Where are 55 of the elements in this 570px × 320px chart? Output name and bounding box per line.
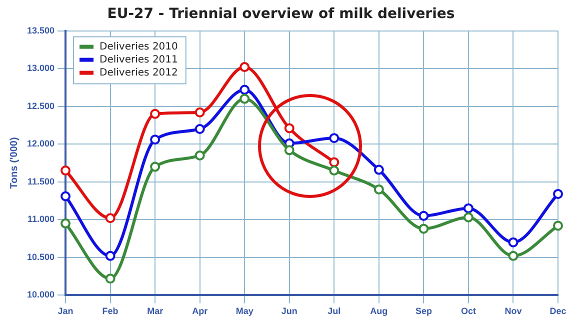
point [240,94,250,104]
y-tick-label: 13.000 [26,63,55,74]
x-tick-label: Jun [281,306,298,316]
point [150,108,160,119]
point [194,124,205,134]
point [60,218,71,228]
point [284,145,294,156]
point [553,220,563,231]
point [418,224,429,234]
point [194,107,205,118]
point [374,184,384,194]
point [150,134,160,145]
point [60,191,71,202]
point [553,188,563,199]
legend-label: Deliveries 2011 [100,54,178,66]
point [463,203,474,214]
x-tick-label: Oct [460,306,476,316]
point [329,157,340,168]
x-tick-label: Dec [550,306,566,316]
point [508,237,518,248]
point [329,166,340,176]
x-tick-label: Feb [102,306,119,316]
point [463,212,474,222]
y-tick-label: 12.500 [26,100,55,111]
point [194,150,205,160]
y-tick-label: 11.500 [27,176,55,186]
point [105,274,116,284]
x-tick-label: Nov [504,306,522,316]
point [105,213,116,224]
y-axis-title: Tons ('000) [8,137,20,189]
x-tick-label: Jul [328,306,341,316]
y-tick-label: 12.000 [26,138,55,149]
point [329,133,340,144]
x-tick-label: Mar [147,306,164,316]
point [105,250,116,261]
x-tick-label: Aug [370,306,388,316]
point [508,250,518,261]
y-tick-label: 10.000 [26,290,55,300]
point [240,84,250,95]
point [60,166,71,176]
x-tick-label: May [236,306,254,316]
y-tick-label: 10.500 [26,252,55,262]
y-tick-label: 11.000 [27,214,55,224]
point [240,62,250,72]
y-tick-label: 13.500 [26,25,55,36]
chart-title: EU-27 - Triennial overview of milk deliveries [107,6,455,22]
x-tick-label: Apr [192,306,208,316]
legend-label: Deliveries 2010 [100,41,178,52]
legend-label: Deliveries 2012 [100,67,178,78]
point [150,162,160,172]
x-tick-label: Jan [58,306,74,316]
point [374,164,384,175]
point [418,210,429,221]
point [284,123,294,134]
x-tick-label: Sep [415,306,432,316]
